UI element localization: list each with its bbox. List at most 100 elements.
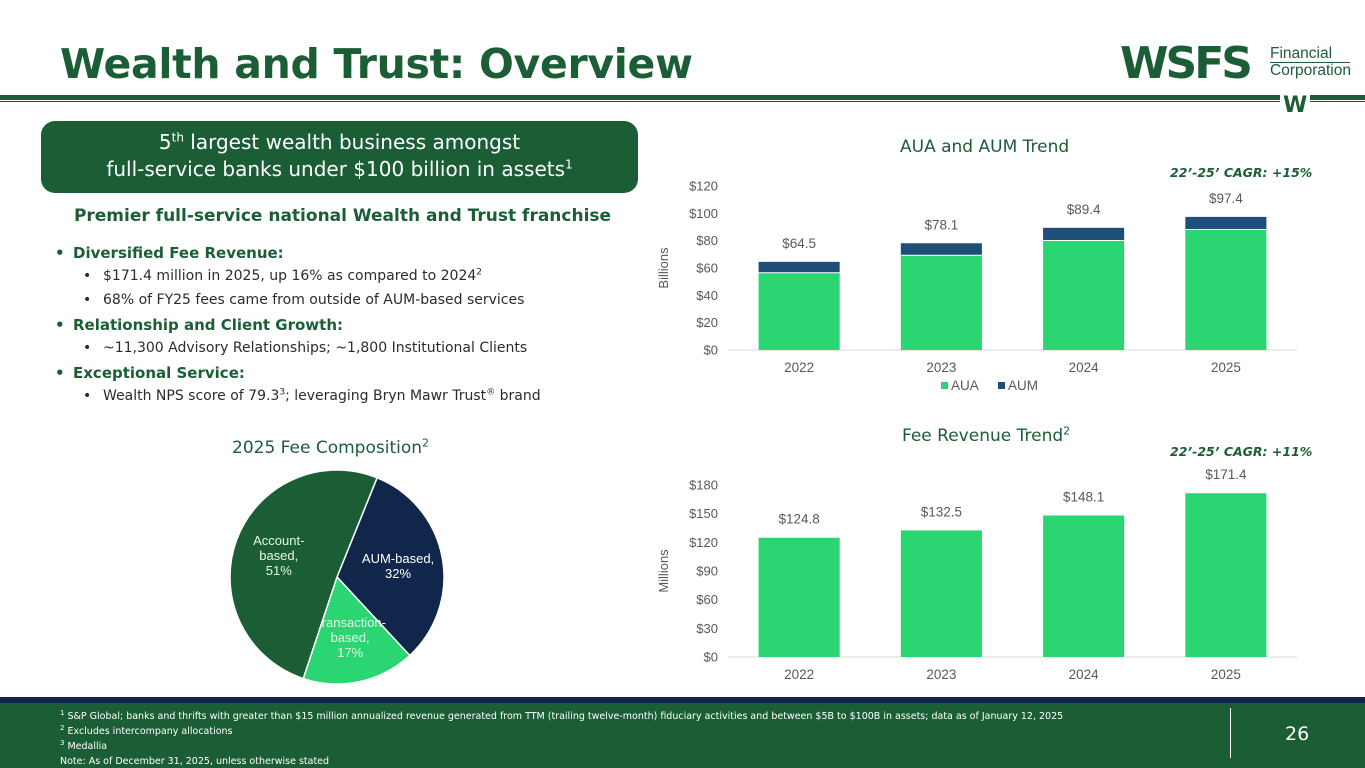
x-tick-label: 2025 (1211, 667, 1241, 682)
footnote-3-mark: 3 (60, 738, 65, 747)
y-axis-label: Millions (656, 549, 671, 593)
pie-slice-label: based, (259, 548, 298, 563)
bar-total-label: $97.4 (1209, 191, 1243, 206)
y-tick-label: $60 (696, 592, 718, 607)
bar-value-label: $148.1 (1063, 489, 1104, 504)
bullet-fee-1-text: $171.4 million in 2025, up 16% as compar… (103, 268, 477, 284)
logo-w-mark: W (1280, 95, 1311, 117)
legend-label-aua: AUA (951, 378, 979, 393)
pie-title-footnote: 2 (422, 436, 430, 450)
callout-line-1: 5th largest wealth business amongst (41, 129, 638, 156)
bar (1185, 493, 1267, 657)
registered-mark: ® (486, 387, 496, 398)
bar-aum (900, 243, 982, 256)
pie-slice-label: based, (331, 630, 370, 645)
logo-line-2: Corporation (1270, 62, 1351, 79)
footnote-ref-2: 2 (476, 267, 482, 278)
aua-aum-bar-chart: $0 $20 $40 $60 $80 $100 $120 Billions $64.5 2022 $… (656, 179, 1297, 393)
pie-slice-label: 32% (385, 566, 411, 581)
bullet-service-1-b: ; leveraging Bryn Mawr Trust (285, 388, 487, 404)
bar (1043, 515, 1125, 657)
bar-total-label: $89.4 (1067, 202, 1101, 217)
y-tick-label: $40 (696, 288, 718, 303)
x-tick-label: 2022 (784, 360, 814, 375)
y-tick-label: $30 (696, 621, 718, 636)
y-tick-label: $90 (696, 564, 718, 579)
footnote-1: 1 S&P Global; banks and thrifts with gre… (60, 709, 1210, 724)
pie-slice (336, 476, 445, 657)
legend-swatch-aua (941, 382, 948, 389)
y-tick-label: $150 (689, 506, 718, 521)
bar-value-label: $171.4 (1205, 467, 1247, 482)
callout-box: 5th largest wealth business amongst full… (41, 121, 638, 193)
callout-line-2: full-service banks under $100 billion in… (41, 156, 638, 183)
x-tick-label: 2024 (1069, 360, 1100, 375)
x-tick-label: 2025 (1211, 360, 1241, 375)
bullet-growth-1: ~11,300 Advisory Relationships; ~1,800 I… (55, 340, 655, 356)
y-tick-label: $0 (704, 650, 718, 665)
bar-aum (1185, 216, 1267, 230)
page-title: Wealth and Trust: Overview (60, 40, 693, 88)
bar-aua (900, 255, 982, 350)
footnote-3-text: Medallia (64, 741, 108, 752)
pie-slice-label: 17% (337, 645, 363, 660)
fee-cagr-label: 22’-25’ CAGR: +11% (1170, 444, 1313, 459)
y-tick-label: $120 (689, 179, 718, 194)
callout-text-1: largest wealth business amongst (183, 130, 521, 154)
pie-slice-label: AUM-based, (362, 551, 434, 566)
y-tick-label: $60 (696, 261, 718, 276)
logo-subtitle-rule (1270, 62, 1350, 63)
legend-swatch-aum (998, 382, 1005, 389)
callout-rank-suffix: th (171, 130, 184, 145)
y-tick-label: $180 (689, 478, 718, 493)
aua-chart-title: AUA and AUM Trend (900, 137, 1070, 157)
footer-divider (1230, 708, 1231, 758)
bullet-list: Diversified Fee Revenue: $171.4 million … (55, 244, 655, 412)
page-number: 26 (1285, 723, 1310, 745)
bar-aua (758, 272, 840, 350)
bar-value-label: $124.8 (778, 512, 819, 527)
footnote-ref-3: 3 (279, 387, 286, 398)
footnote-ref-1: 1 (565, 157, 573, 172)
footnote-1-text: S&P Global; banks and thrifts with great… (64, 711, 1064, 722)
pie-slice-label: 51% (266, 563, 292, 578)
footer-band (0, 697, 1365, 768)
footer-accent-bar (0, 697, 1365, 703)
bullet-service-1-c: brand (495, 388, 541, 404)
fee-chart-title: Fee Revenue Trend2 (902, 425, 1070, 446)
y-tick-label: $120 (689, 535, 718, 550)
footnote-2-text: Excludes intercompany allocations (64, 726, 233, 737)
bullet-growth-heading: Relationship and Client Growth: (55, 316, 655, 334)
x-tick-label: 2023 (926, 667, 956, 682)
pie-slice-label: Account- (253, 533, 304, 548)
bullet-service-1-a: Wealth NPS score of 79.3 (103, 388, 280, 404)
footnote-note: Note: As of December 31, 2025, unless ot… (60, 756, 330, 767)
bar-total-label: $78.1 (924, 217, 958, 232)
fee-revenue-bar-chart: $0 $30 $60 $90 $120 $150 $180 Millions $124.8 202… (656, 467, 1297, 682)
x-tick-label: 2022 (784, 667, 814, 682)
pie-slice (229, 470, 379, 680)
y-tick-label: $20 (696, 315, 718, 330)
bullet-fee-2: 68% of FY25 fees came from outside of AU… (55, 292, 655, 308)
logo-wordmark: WSFS (1120, 38, 1253, 89)
footnotes: 1 S&P Global; banks and thrifts with gre… (60, 709, 1210, 768)
logo-line-1: Financial (1270, 45, 1333, 62)
bar-aua (1185, 229, 1267, 350)
wsfs-logo: WSFS Financial Corporation W (1120, 38, 1352, 117)
footnote-2: 2 Excludes intercompany allocations (60, 724, 1210, 739)
callout-text-2: full-service banks under $100 billion in… (106, 157, 566, 181)
bullet-service-heading: Exceptional Service: (55, 364, 655, 382)
bar (900, 530, 982, 657)
pie-slice (302, 575, 411, 685)
fee-composition-pie-chart: AUM-based,32%Transaction-based,17%Accoun… (229, 470, 445, 685)
callout-rank: 5 (158, 130, 172, 154)
y-tick-label: $0 (704, 343, 718, 358)
bar-aua (1043, 240, 1125, 350)
bar-aum (758, 261, 840, 273)
x-tick-label: 2023 (926, 360, 956, 375)
legend-label-aum: AUM (1008, 378, 1038, 393)
pie-chart-title: 2025 Fee Composition2 (232, 436, 430, 458)
footnote-3: 3 Medallia (60, 739, 1210, 754)
y-tick-label: $100 (689, 206, 718, 221)
bar-value-label: $132.5 (921, 504, 962, 519)
